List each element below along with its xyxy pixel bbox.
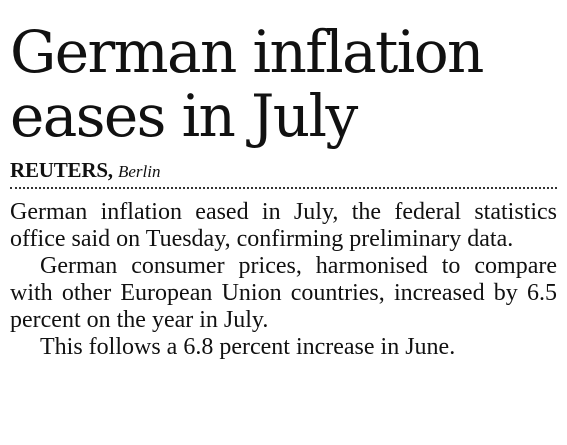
news-agency: REUTERS, <box>10 158 113 182</box>
headline-line-1: German inflation <box>10 18 484 86</box>
paragraph-1: German inflation eased in July, the fede… <box>10 199 557 252</box>
paragraph-3: This follows a 6.8 percent increase in J… <box>40 334 456 360</box>
article-body: German inflation eased in July, the fede… <box>10 199 557 361</box>
byline: REUTERS, Berlin <box>10 158 557 182</box>
headline: German inflation eases in July <box>10 20 557 148</box>
headline-line-2: eases in July <box>10 82 358 150</box>
paragraph-2: German consumer prices, harmonised to co… <box>10 253 557 333</box>
dotted-divider <box>10 187 557 189</box>
dateline: Berlin <box>117 162 161 181</box>
